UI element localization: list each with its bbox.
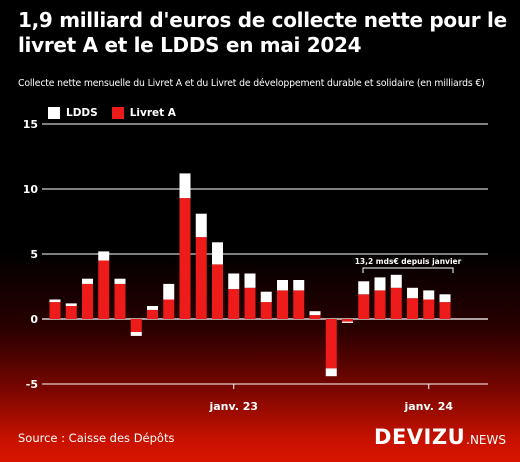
brand-suffix: .NEWS [466,433,506,447]
bar-livret-a [195,237,207,319]
legend-label-livret-a: Livret A [129,107,176,119]
bar-livret-a [228,289,240,319]
x-tick-label: janv. 24 [403,400,453,413]
bar-ldds [130,332,142,336]
legend-label-ldds: LDDS [66,107,98,119]
bar-ldds [244,273,256,288]
y-tick-label: 15 [23,118,38,131]
y-tick-label: -5 [26,378,38,391]
brand-name: DEVIZU [374,425,466,449]
bar-ldds [179,173,191,199]
bar-ldds [228,273,240,290]
y-tick-label: 5 [30,248,38,261]
legend-swatch-ldds [48,107,60,119]
bar-livret-a [212,264,223,319]
legend-item-livret-a: Livret A [111,107,176,119]
bar-ldds [260,291,272,303]
chart-title: 1,9 milliard d'euros de collecte nette p… [18,8,507,57]
bar-ldds [293,280,305,291]
source-note: Source : Caisse des Dépôts [18,431,175,445]
brand-logo: DEVIZU .NEWS [374,425,506,449]
x-tick-label: janv. 23 [208,400,258,413]
bar-ldds [82,278,93,284]
bar-ldds [407,287,418,299]
legend-swatch-livret-a [111,107,124,119]
bar-livret-a [277,290,288,319]
bar-livret-a [49,302,61,319]
bar-ldds [358,281,370,295]
bar-livret-a [147,309,158,319]
bar-ldds [423,290,435,300]
bar-ldds [147,306,158,310]
bar-ldds [277,280,288,291]
y-tick-label: 0 [30,313,38,326]
bar-livret-a [65,306,77,319]
bar-ldds [195,213,207,238]
bar-ldds [98,251,110,261]
bar-livret-a [309,315,321,319]
legend-item-ldds: LDDS [48,107,98,119]
bar-livret-a [439,302,451,319]
bar-livret-a [179,198,191,319]
bar-livret-a [163,299,175,319]
y-tick-label: 10 [23,183,39,196]
bar-ldds [342,321,353,323]
bar-livret-a [130,319,142,332]
bar-livret-a [390,287,402,319]
bar-livret-a [423,299,435,319]
bar-livret-a [325,319,337,369]
bar-ldds [439,294,451,303]
bar-livret-a [82,283,93,319]
bar-ldds [390,274,402,288]
annotation-label: 13,2 mds€ depuis janvier [355,257,462,266]
bar-livret-a [358,294,370,319]
annotation-bracket [362,267,454,273]
bar-ldds [49,299,61,303]
bar-livret-a [407,298,418,319]
bar-livret-a [98,260,110,319]
bar-livret-a [342,319,353,322]
bar-ldds [163,283,175,300]
bar-livret-a [374,290,386,319]
bar-ldds [309,311,321,316]
bar-livret-a [114,283,126,319]
bar-ldds [65,303,77,306]
bar-livret-a [260,302,272,319]
bar-ldds [114,278,126,284]
bar-livret-a [244,287,256,319]
bar-ldds [212,242,223,265]
bar-ldds [374,277,386,291]
bar-ldds [325,368,337,377]
chart-subtitle: Collecte nette mensuelle du Livret A et … [18,78,485,89]
chart-legend: LDDS Livret A [48,107,190,119]
bar-livret-a [293,290,305,319]
